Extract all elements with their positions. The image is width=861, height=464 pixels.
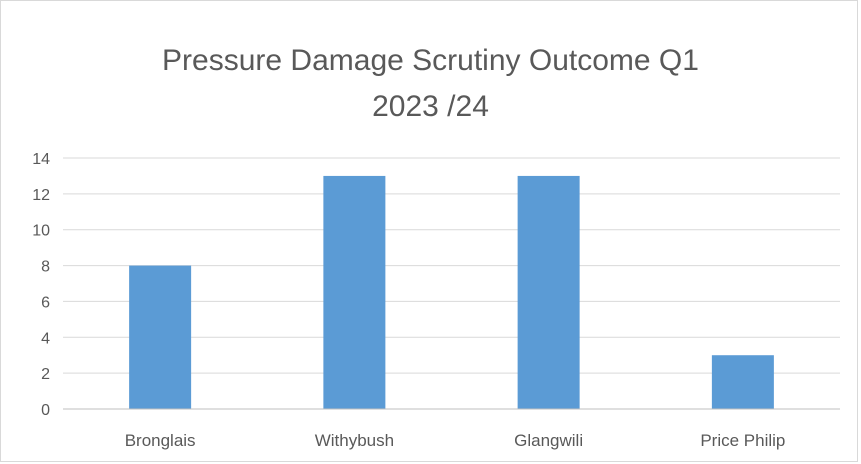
y-tick-label-8: 8 [41, 259, 50, 276]
y-tick-label-0: 0 [41, 402, 50, 419]
y-tick-label-14: 14 [32, 151, 50, 168]
chart-title-line-2: 2023 /24 [372, 90, 489, 123]
category-label-withybush: Withybush [315, 431, 394, 450]
bar-price-philip [711, 355, 774, 409]
bars [129, 175, 774, 409]
y-tick-label-6: 6 [41, 294, 50, 311]
category-label-price-philip: Price Philip [700, 431, 785, 450]
y-tick-label-10: 10 [32, 223, 50, 240]
bar-glangwili [517, 175, 580, 409]
bar-bronglais [129, 265, 192, 409]
y-tick-labels: 0 2 4 6 8 10 12 14 [32, 151, 50, 419]
chart-title: Pressure Damage Scrutiny Outcome Q1 2023… [0, 38, 861, 130]
category-labels: Bronglais Withybush Glangwili Price Philip [125, 431, 786, 450]
gridlines [63, 157, 840, 374]
y-tick-label-12: 12 [32, 187, 50, 204]
y-tick-label-2: 2 [41, 366, 50, 383]
chart-title-line-1: Pressure Damage Scrutiny Outcome Q1 [162, 44, 699, 77]
y-tick-label-4: 4 [41, 330, 50, 347]
category-label-bronglais: Bronglais [125, 431, 196, 450]
category-label-glangwili: Glangwili [514, 431, 583, 450]
bar-withybush [323, 175, 386, 409]
